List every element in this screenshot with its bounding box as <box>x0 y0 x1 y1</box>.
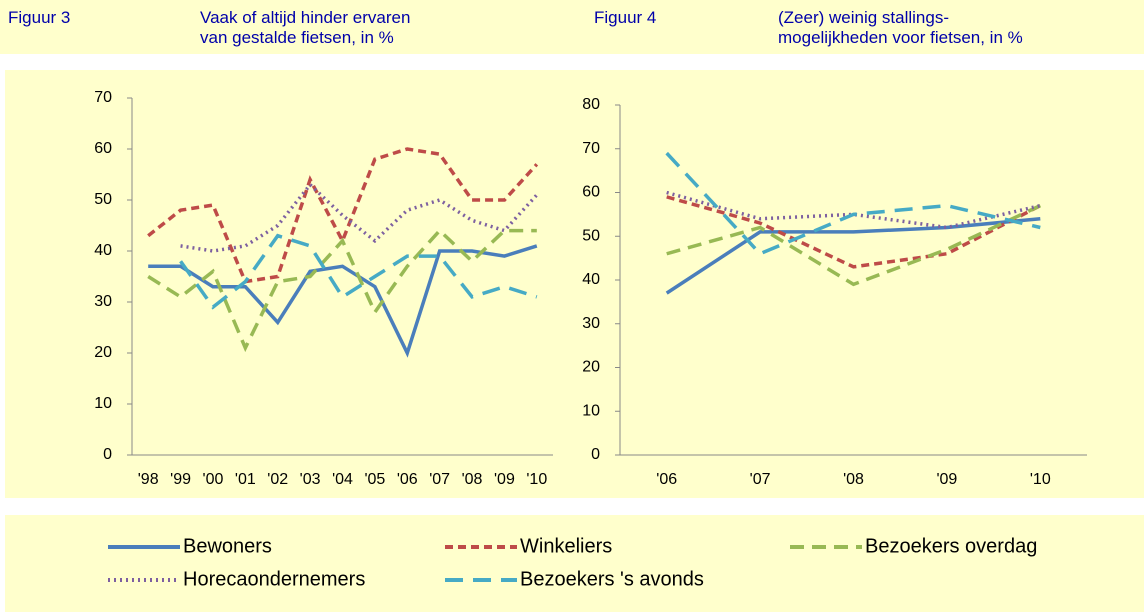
legend-label: Bezoekers overdag <box>865 535 1037 557</box>
series-line <box>665 217 1041 295</box>
y-tick-label: 30 <box>94 293 112 310</box>
figure-label: Figuur 3 <box>8 8 71 27</box>
x-tick-label: '09 <box>494 471 515 488</box>
x-tick-label: '98 <box>138 471 159 488</box>
y-tick-label: 40 <box>582 271 600 288</box>
y-tick-label: 60 <box>94 140 112 157</box>
legend-label: Bewoners <box>183 535 272 557</box>
legend-label: Bezoekers 's avonds <box>520 568 704 590</box>
y-tick-label: 10 <box>582 402 600 419</box>
chart-title: Vaak of altijd hinder ervaren van gestal… <box>200 8 411 47</box>
x-tick-label: '02 <box>267 471 288 488</box>
x-tick-label: '07 <box>429 471 450 488</box>
y-tick-label: 50 <box>582 227 600 244</box>
y-tick-label: 40 <box>94 242 112 259</box>
y-tick-label: 70 <box>582 140 600 157</box>
plot-background <box>5 70 1144 498</box>
x-tick-label: '09 <box>936 471 957 488</box>
x-tick-label: '07 <box>750 471 771 488</box>
y-tick-label: 0 <box>103 446 112 463</box>
x-tick-label: '10 <box>1030 471 1051 488</box>
series-line <box>666 204 1042 287</box>
x-tick-label: '08 <box>462 471 483 488</box>
x-tick-label: '06 <box>656 471 677 488</box>
x-tick-label: '00 <box>203 471 224 488</box>
x-tick-label: '03 <box>300 471 321 488</box>
legend-label: Horecaondernemers <box>183 568 365 590</box>
y-tick-label: 70 <box>94 89 112 106</box>
series-line <box>148 244 538 358</box>
x-tick-label: '99 <box>170 471 191 488</box>
figure-label: Figuur 4 <box>594 8 657 27</box>
legend-label: Winkeliers <box>520 535 612 557</box>
y-tick-label: 30 <box>582 315 600 332</box>
series-line <box>179 233 538 310</box>
y-tick-label: 50 <box>94 191 112 208</box>
y-tick-label: 10 <box>94 395 112 412</box>
series-line <box>180 182 539 253</box>
legend-background <box>5 515 1144 612</box>
y-tick-label: 20 <box>94 344 112 361</box>
y-tick-label: 20 <box>582 359 600 376</box>
x-tick-label: '01 <box>235 471 256 488</box>
y-tick-label: 0 <box>591 446 600 463</box>
series-line <box>666 195 1042 269</box>
series-line <box>147 228 537 353</box>
y-tick-label: 60 <box>582 184 600 201</box>
x-tick-label: '05 <box>364 471 385 488</box>
header: Figuur 3 Vaak of altijd hinder ervaren v… <box>0 0 1144 54</box>
chart-title: (Zeer) weinig stallings- mogelijkheden v… <box>778 8 1023 47</box>
x-tick-label: '06 <box>397 471 418 488</box>
y-tick-label: 80 <box>582 96 600 113</box>
series-line <box>665 151 1041 256</box>
x-tick-label: '04 <box>332 471 353 488</box>
x-tick-label: '10 <box>526 471 547 488</box>
x-tick-label: '08 <box>843 471 864 488</box>
